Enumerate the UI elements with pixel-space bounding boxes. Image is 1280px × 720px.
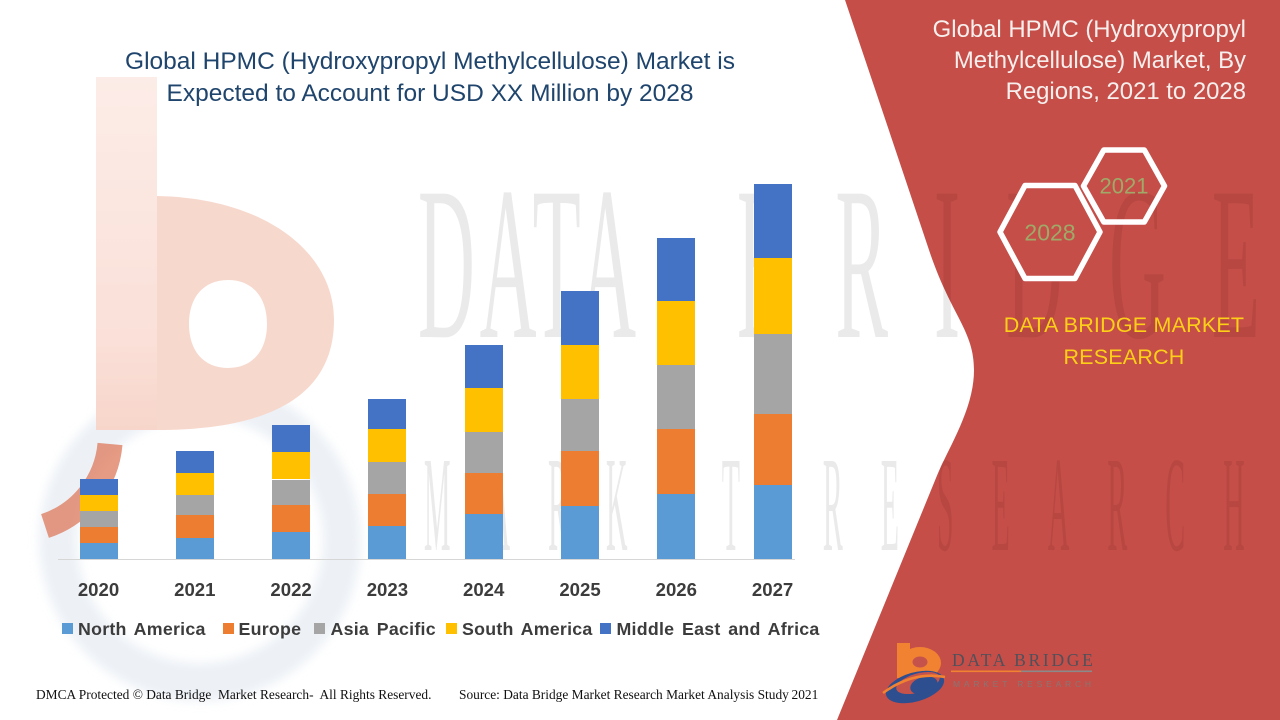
svg-text:DATA BRIDGE: DATA BRIDGE (952, 650, 1096, 670)
svg-text:2028: 2028 (1024, 220, 1075, 246)
svg-text:MARKET RESEARCH: MARKET RESEARCH (953, 679, 1095, 689)
svg-text:2021: 2021 (1100, 174, 1149, 199)
svg-text:DATA: DATA (418, 141, 636, 385)
